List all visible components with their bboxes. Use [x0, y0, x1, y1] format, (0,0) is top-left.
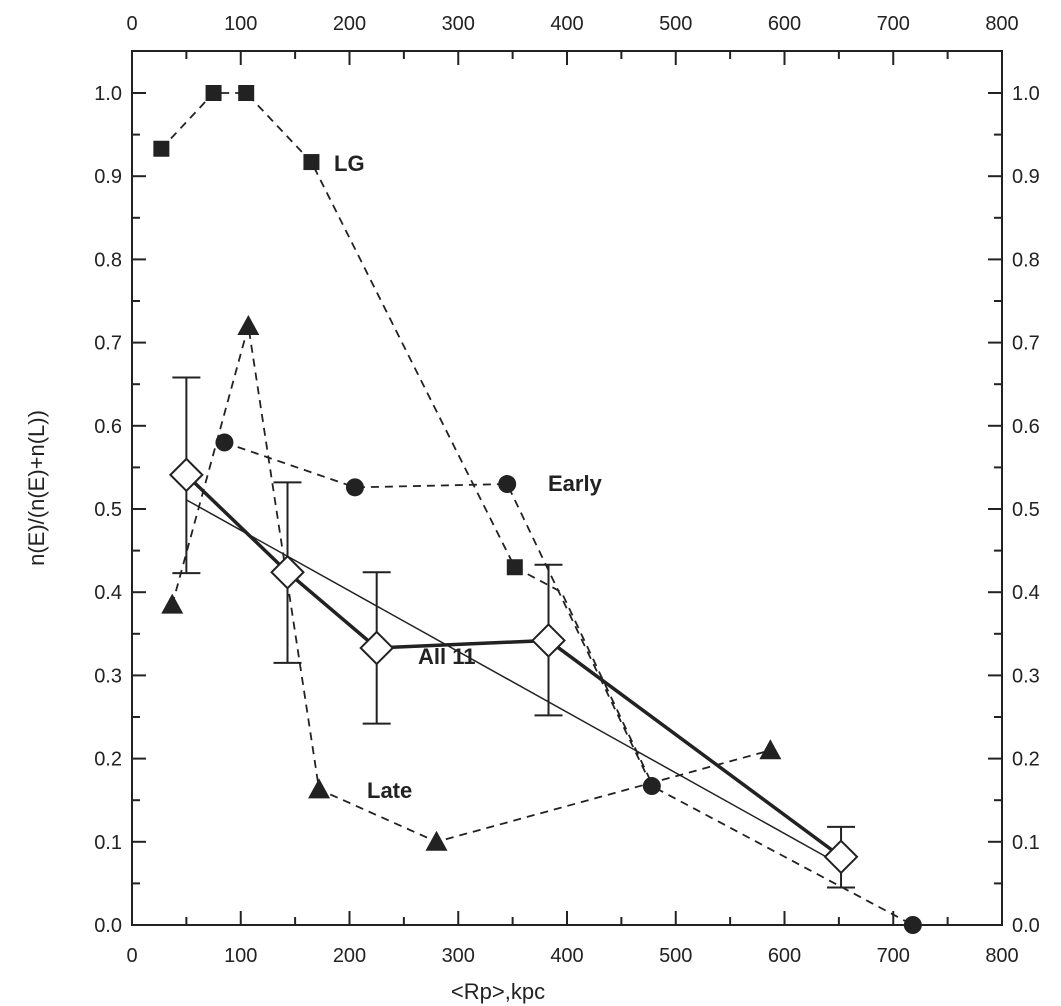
axis-tick-labels: 0 0 100 100 200 200 300 300 400 400 500 500 600 600 70… — [94, 13, 1040, 967]
y-tick-label-right: 0.0 — [1012, 915, 1040, 937]
series-line-late — [171, 325, 771, 843]
x-tick-label-top: 600 — [768, 13, 801, 35]
label-all-11: All 11 — [418, 644, 475, 669]
y-tick-label-right: 0.4 — [1012, 582, 1040, 604]
y-tick-label-right: 1.0 — [1012, 83, 1040, 105]
x-tick-label-bottom: 800 — [985, 945, 1018, 967]
error-bars — [172, 376, 856, 889]
y-tick-label-right: 0.7 — [1012, 333, 1040, 355]
x-tick-label-bottom: 400 — [550, 945, 583, 967]
marker-square-lg — [153, 140, 170, 157]
y-tick-label-left: 0.8 — [94, 249, 122, 271]
series-line-early — [224, 441, 914, 926]
marker-circle-early — [215, 433, 234, 452]
y-axis-title: n(E)/(n(E)+n(L)) — [24, 410, 49, 566]
label-late: Late — [367, 778, 412, 803]
y-tick-label-left: 0.4 — [94, 582, 122, 604]
marker-triangle-late — [237, 314, 260, 335]
marker-triangle-late — [161, 593, 184, 614]
y-tick-label-left: 0.5 — [94, 499, 122, 521]
x-tick-label-bottom: 700 — [877, 945, 910, 967]
x-tick-label-top: 400 — [550, 13, 583, 35]
series-lines — [160, 92, 914, 926]
marker-diamond-all-11 — [168, 457, 204, 493]
marker-diamond-all-11 — [823, 839, 859, 875]
y-tick-label-left: 0.1 — [94, 832, 122, 854]
x-tick-label-top: 100 — [224, 13, 257, 35]
label-early: Early — [548, 471, 603, 496]
marker-square-lg — [506, 559, 523, 576]
marker-triangle-late — [425, 830, 448, 851]
y-tick-label-right: 0.2 — [1012, 749, 1040, 771]
x-tick-label-bottom: 500 — [659, 945, 692, 967]
y-tick-label-left: 0.0 — [94, 915, 122, 937]
y-tick-label-left: 0.9 — [94, 166, 122, 188]
marker-square-lg — [205, 85, 222, 101]
x-tick-label-bottom: 600 — [768, 945, 801, 967]
marker-circle-early — [498, 475, 517, 494]
y-tick-label-left: 0.3 — [94, 665, 122, 687]
fit-line — [186, 499, 842, 866]
marker-circle-early — [642, 777, 661, 796]
label-lg: LG — [334, 151, 365, 176]
axis-ticks — [131, 51, 1003, 926]
series-line-lg — [160, 92, 653, 784]
marker-triangle-late — [759, 739, 782, 760]
y-tick-label-right: 0.8 — [1012, 249, 1040, 271]
x-tick-label-top: 200 — [333, 13, 366, 35]
y-tick-label-right: 0.1 — [1012, 832, 1040, 854]
y-tick-label-right: 0.6 — [1012, 416, 1040, 438]
series-line-all-11 — [185, 473, 843, 859]
x-tick-label-top: 700 — [877, 13, 910, 35]
x-axis-title: <Rp>,kpc — [451, 979, 545, 1004]
marker-diamond-all-11 — [359, 630, 395, 666]
marker-circle-early — [345, 478, 364, 497]
series-markers — [153, 85, 922, 934]
marker-diamond-all-11 — [270, 554, 305, 590]
marker-square-lg — [303, 154, 320, 171]
marker-circle-early — [903, 916, 922, 934]
marker-diamond-all-11 — [531, 623, 566, 658]
y-tick-label-left: 0.7 — [94, 333, 122, 355]
y-tick-label-right: 0.5 — [1012, 499, 1040, 521]
y-tick-label-right: 0.3 — [1012, 665, 1040, 687]
y-tick-label-left: 1.0 — [94, 83, 122, 105]
y-tick-label-left: 0.6 — [94, 416, 122, 438]
x-tick-label-top: 0 — [126, 13, 137, 35]
x-tick-label-top: 800 — [985, 13, 1018, 35]
y-tick-label-right: 0.9 — [1012, 166, 1040, 188]
x-tick-label-bottom: 100 — [224, 945, 257, 967]
y-tick-label-left: 0.2 — [94, 749, 122, 771]
x-tick-label-bottom: 300 — [442, 945, 475, 967]
marker-triangle-late — [308, 778, 331, 799]
marker-square-lg — [238, 85, 255, 101]
x-tick-label-top: 300 — [442, 13, 475, 35]
x-tick-label-bottom: 0 — [126, 945, 137, 967]
x-tick-label-top: 500 — [659, 13, 692, 35]
x-tick-label-bottom: 200 — [333, 945, 366, 967]
